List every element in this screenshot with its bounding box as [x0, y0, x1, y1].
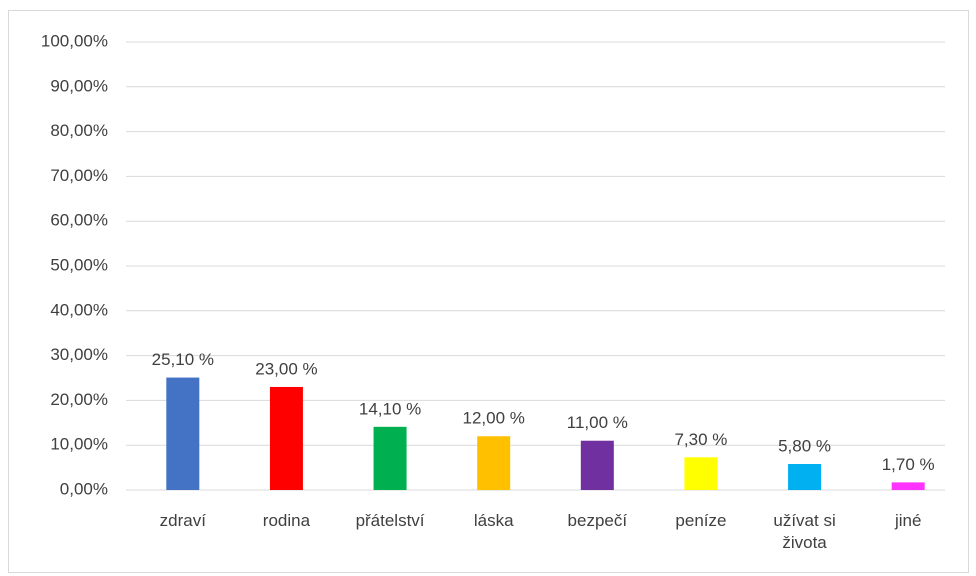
- bar: [684, 457, 718, 490]
- data-label: 14,10 %: [359, 399, 421, 418]
- y-tick-label: 30,00%: [50, 345, 108, 364]
- y-tick-label: 50,00%: [50, 255, 108, 274]
- bar: [477, 436, 511, 490]
- y-tick-label: 60,00%: [50, 211, 108, 230]
- bar: [580, 440, 614, 490]
- y-tick-label: 40,00%: [50, 300, 108, 319]
- x-tick-label: přátelství: [355, 511, 425, 530]
- data-label: 7,30 %: [674, 430, 727, 449]
- y-tick-label: 20,00%: [50, 390, 108, 409]
- data-label: 23,00 %: [255, 359, 317, 378]
- data-label: 25,10 %: [152, 350, 214, 369]
- data-label: 12,00 %: [462, 409, 524, 428]
- bar: [891, 482, 925, 490]
- y-tick-label: 90,00%: [50, 76, 108, 95]
- y-tick-label: 10,00%: [50, 435, 108, 454]
- x-tick-label: zdraví: [159, 511, 206, 530]
- y-tick-label: 100,00%: [41, 31, 108, 50]
- x-tick-label: peníze: [675, 511, 727, 530]
- bar: [373, 426, 407, 490]
- data-label: 11,00 %: [567, 413, 628, 432]
- y-tick-label: 0,00%: [60, 479, 108, 498]
- x-tick-label: láska: [473, 511, 514, 530]
- x-tick-label: jiné: [894, 511, 922, 530]
- y-tick-label: 80,00%: [50, 121, 108, 140]
- x-tick-label: bezpečí: [567, 511, 628, 530]
- bar: [269, 386, 303, 490]
- data-label: 5,80 %: [778, 437, 831, 456]
- bar: [166, 377, 200, 490]
- x-tick-label: rodina: [262, 511, 311, 530]
- bar: [788, 464, 822, 490]
- x-tick-label: užívat si života: [773, 511, 836, 552]
- data-label: 1,70 %: [882, 455, 935, 474]
- y-tick-label: 70,00%: [50, 166, 108, 185]
